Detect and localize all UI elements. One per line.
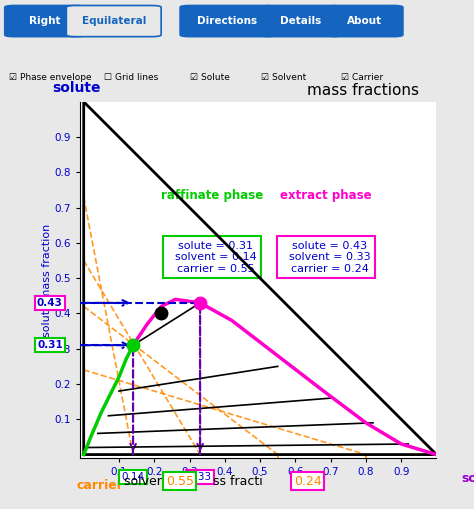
Text: 0.14: 0.14 — [121, 472, 145, 482]
Text: 0.33: 0.33 — [189, 472, 212, 482]
Text: solver: solver — [124, 474, 166, 488]
FancyBboxPatch shape — [5, 6, 85, 37]
Y-axis label: solute mass fraction: solute mass fraction — [42, 223, 52, 336]
Text: 0.24: 0.24 — [294, 474, 322, 488]
Text: ☐ Grid lines: ☐ Grid lines — [104, 73, 158, 82]
Text: Details: Details — [280, 16, 322, 26]
Text: ☑ Solvent: ☑ Solvent — [261, 73, 306, 82]
Text: 0.43: 0.43 — [37, 298, 63, 308]
FancyBboxPatch shape — [66, 6, 161, 37]
Text: solute = 0.43
  solvent = 0.33
  carrier = 0.24: solute = 0.43 solvent = 0.33 carrier = 0… — [282, 241, 370, 274]
Text: ☑ Solute: ☑ Solute — [190, 73, 229, 82]
FancyBboxPatch shape — [327, 6, 403, 37]
Text: Equilateral: Equilateral — [82, 16, 146, 26]
Text: solute: solute — [52, 80, 101, 95]
Text: About: About — [347, 16, 383, 26]
Text: 0.31: 0.31 — [37, 340, 63, 350]
Text: raffinate phase: raffinate phase — [161, 188, 263, 202]
FancyBboxPatch shape — [180, 6, 275, 37]
Text: ss fracti: ss fracti — [209, 474, 262, 488]
Text: ☑ Phase envelope: ☑ Phase envelope — [9, 73, 92, 82]
Text: Directions: Directions — [198, 16, 257, 26]
Text: ☑ Carrier: ☑ Carrier — [341, 73, 383, 82]
FancyBboxPatch shape — [261, 6, 341, 37]
Text: extract phase: extract phase — [280, 188, 372, 202]
Text: solute = 0.31
  solvent = 0.14
  carrier = 0.55: solute = 0.31 solvent = 0.14 carrier = 0… — [168, 241, 256, 274]
Text: 0.55: 0.55 — [166, 474, 194, 488]
Text: carrier: carrier — [77, 479, 124, 493]
Text: solvent: solvent — [461, 472, 474, 486]
Text: mass fractions: mass fractions — [307, 83, 419, 98]
Text: Right: Right — [29, 16, 61, 26]
